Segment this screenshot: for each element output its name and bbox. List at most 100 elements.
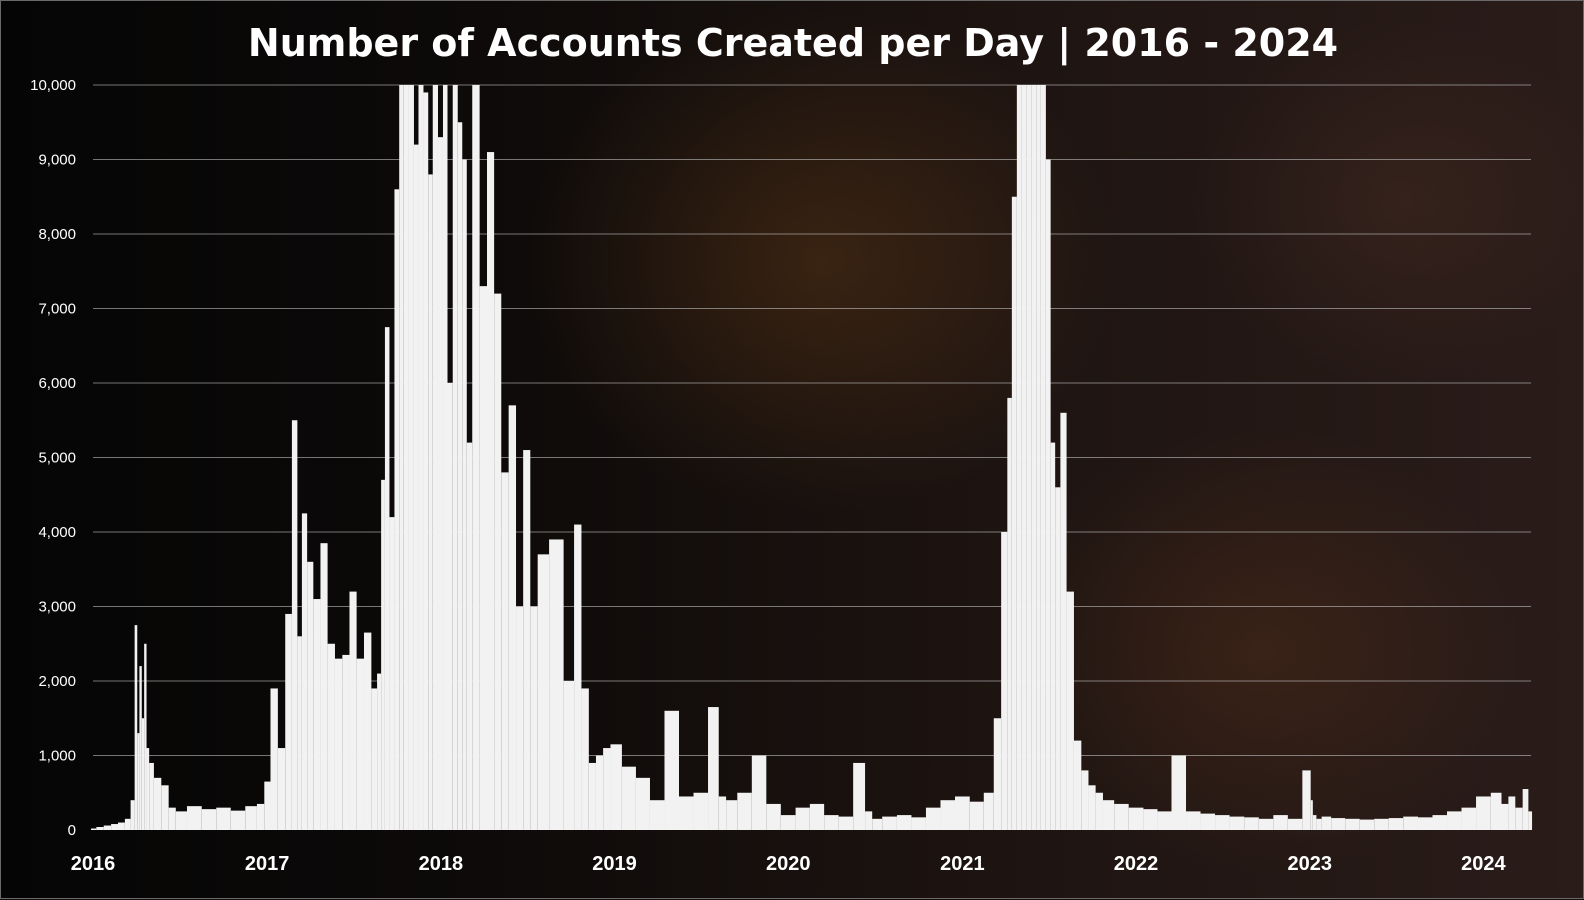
bar: [1081, 770, 1089, 830]
bar: [124, 818, 131, 830]
bar: [911, 817, 926, 830]
bar: [356, 658, 364, 830]
bar: [141, 718, 145, 830]
bar: [1229, 816, 1245, 830]
bar: [1055, 487, 1061, 830]
bar: [649, 800, 665, 830]
bar: [1016, 85, 1022, 830]
bar: [1128, 807, 1144, 830]
bar: [595, 755, 604, 830]
x-tick-label: 2023: [1287, 853, 1332, 875]
bar: [144, 643, 147, 830]
bar: [137, 733, 140, 830]
bar: [313, 599, 321, 830]
bar: [983, 792, 994, 830]
bar: [1244, 817, 1259, 830]
bar: [1490, 792, 1502, 830]
bar: [342, 654, 350, 830]
bar: [795, 807, 810, 830]
bar: [264, 781, 271, 830]
bar: [523, 450, 531, 830]
y-tick-label: 0: [68, 822, 76, 839]
bar: [581, 688, 589, 830]
bar: [111, 824, 118, 830]
bar: [1040, 85, 1046, 830]
bar: [693, 792, 709, 830]
bar: [168, 807, 176, 830]
bar: [1036, 85, 1041, 830]
x-tick-label: 2019: [592, 853, 637, 875]
bar: [603, 748, 611, 830]
bar: [664, 710, 680, 830]
bar: [1345, 818, 1360, 830]
y-tick-label: 8,000: [38, 226, 76, 243]
bar: [1021, 85, 1027, 830]
bar: [865, 811, 873, 830]
bar: [1331, 818, 1346, 830]
bar: [486, 152, 495, 831]
bar: [853, 762, 866, 830]
bar: [708, 707, 719, 830]
bar: [161, 785, 169, 830]
bar: [277, 748, 286, 830]
bar: [1157, 811, 1172, 830]
bar: [394, 189, 400, 831]
bar: [285, 613, 292, 830]
x-tick-label: 2022: [1114, 853, 1159, 875]
bar: [809, 803, 825, 830]
bar: [270, 688, 278, 830]
bar: [1374, 818, 1389, 830]
bar: [139, 666, 142, 830]
bar: [117, 822, 125, 830]
bar: [726, 800, 738, 830]
bar: [1060, 412, 1067, 830]
bar: [216, 807, 231, 830]
bar: [442, 85, 448, 830]
y-axis: 0 1,000 2,000 3,000 4,000 5,000 6,000 7,000 8,00…: [30, 77, 76, 839]
bar: [954, 796, 970, 830]
bar: [1031, 85, 1037, 830]
x-tick-label: 2020: [766, 853, 811, 875]
bar: [588, 762, 596, 830]
bar: [377, 673, 382, 830]
bar: [766, 803, 781, 830]
bar: [679, 796, 694, 830]
y-tick-label: 9,000: [38, 152, 76, 169]
bar: [153, 777, 162, 830]
bar: [403, 85, 409, 830]
bar: [452, 85, 458, 830]
bar: [291, 420, 298, 830]
bar: [1186, 811, 1201, 830]
bar: [1359, 819, 1375, 830]
bar: [96, 827, 104, 830]
chart-title: Number of Accounts Created per Day | 201…: [248, 21, 1338, 66]
bar: [245, 806, 257, 830]
bar: [718, 796, 727, 830]
bar: [230, 810, 246, 830]
bar: [399, 85, 404, 830]
bar: [389, 517, 395, 830]
bar: [1476, 796, 1491, 830]
bar: [363, 632, 372, 830]
bar: [130, 800, 135, 830]
bar: [1258, 818, 1274, 830]
bar: [1050, 442, 1056, 830]
bar: [134, 625, 138, 830]
bar: [1088, 785, 1096, 830]
bar: [1321, 816, 1332, 830]
bar: [462, 159, 467, 830]
bar: [501, 472, 509, 830]
bar: [1508, 796, 1516, 830]
bar: [334, 658, 343, 830]
y-tick-label: 2,000: [38, 673, 76, 690]
bar: [530, 606, 538, 830]
bar: [925, 807, 941, 830]
bar: [146, 748, 150, 830]
bar: [1026, 85, 1032, 830]
bar: [508, 405, 517, 830]
bar: [103, 825, 112, 830]
bar: [549, 539, 564, 830]
bar: [610, 744, 622, 830]
bar: [1310, 800, 1313, 830]
bar: [307, 561, 314, 830]
